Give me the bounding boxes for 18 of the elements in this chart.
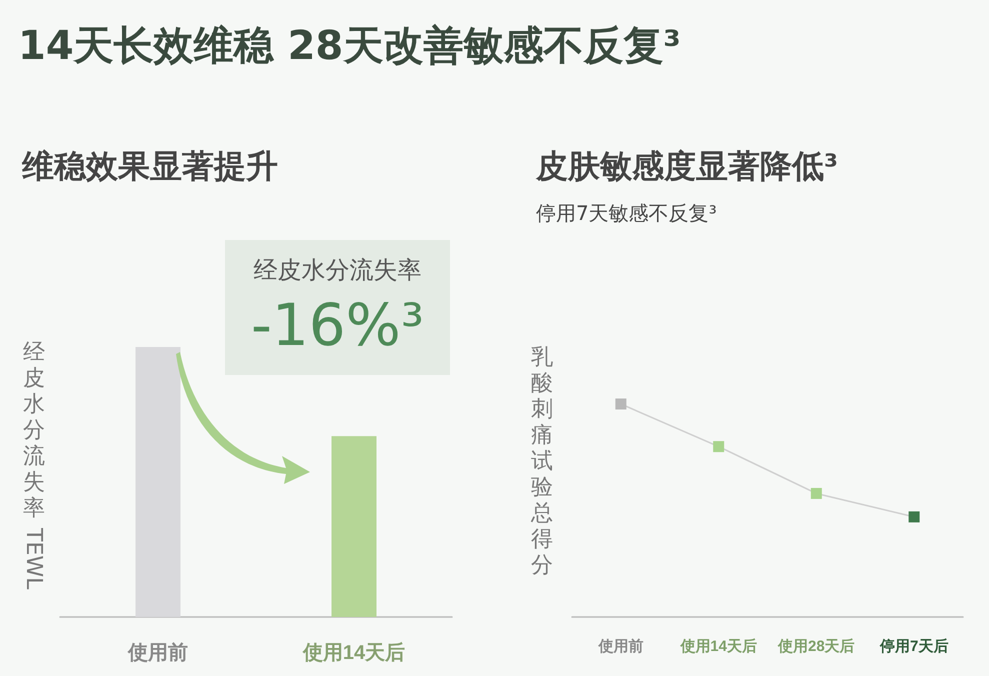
annotation: -16%³ [250,290,426,361]
x-tick-label: 使用14天后 [679,638,757,655]
text: 乳酸刺痛试验总得分 [531,345,553,578]
chart-subtitle: 维稳效果显著提升 [22,146,278,187]
chart-title: 皮肤敏感度显著降低³ [536,146,838,187]
x-tick-label: 使用14天后 [302,641,406,664]
y-axis-title: 经皮水分流失率 TEWL [20,340,46,590]
chart-title: 14天长效维稳 28天改善敏感不反复³ [18,22,681,71]
point [615,398,626,410]
x-tick-label: 使用前 [127,642,188,664]
x-tick-label: 使用前 [597,638,644,655]
chart-subtitle: 停用7天敏感不反复³ [536,200,717,227]
x-tick-label: 停用7天后 [878,638,948,655]
point [810,488,822,499]
text: 经皮水分流失率 [252,255,422,286]
point [908,511,920,522]
x-tick-label: 使用28天后 [777,638,855,655]
point [713,441,724,452]
